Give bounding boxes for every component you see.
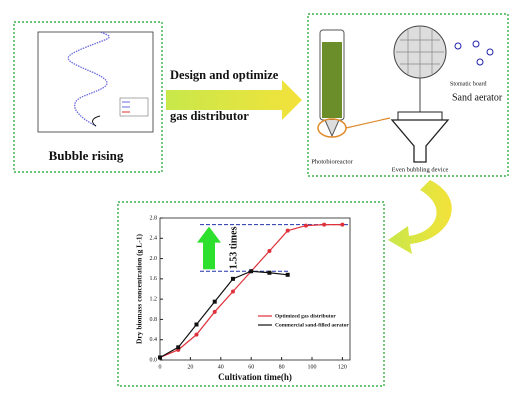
y-axis-label: Dry biomass concentration (g L-1) xyxy=(135,234,144,344)
y-tick-label: 0.0 xyxy=(150,357,158,363)
label: Photobioreactor xyxy=(311,158,353,165)
x-tick-label: 100 xyxy=(308,364,317,370)
data-point xyxy=(340,223,344,227)
y-tick-label: 0.8 xyxy=(150,317,158,323)
data-point xyxy=(249,269,253,273)
label: Stomatic board xyxy=(450,81,487,87)
data-point xyxy=(322,223,326,227)
data-point xyxy=(213,300,217,304)
y-tick-label: 0.4 xyxy=(150,337,158,343)
legend-label: Optimized gas distributor xyxy=(275,313,336,319)
graphical-abstract: Bubble rising Design and optimize gas di… xyxy=(0,0,520,408)
data-point xyxy=(231,290,235,294)
data-point xyxy=(213,310,217,314)
x-tick-label: 120 xyxy=(338,364,347,370)
arrow-label: Design and optimize xyxy=(170,68,279,82)
x-tick-label: 60 xyxy=(248,364,254,370)
data-point xyxy=(267,271,271,275)
label: Sand aerator xyxy=(452,92,503,103)
data-point xyxy=(194,323,198,327)
data-point xyxy=(194,333,198,337)
caption: Bubble rising xyxy=(49,148,124,163)
y-tick-label: 2.4 xyxy=(150,236,158,242)
annotation: 1.53 times xyxy=(228,226,239,269)
data-point xyxy=(286,229,290,233)
y-tick-label: 2.8 xyxy=(150,215,158,221)
y-tick-label: 1.2 xyxy=(150,297,158,303)
x-tick-label: 20 xyxy=(187,364,193,370)
label: Even bubbling device xyxy=(392,166,449,173)
curved-arrow xyxy=(388,180,452,254)
data-point xyxy=(176,345,180,349)
data-point xyxy=(267,249,271,253)
x-tick-label: 40 xyxy=(218,364,224,370)
data-point xyxy=(286,273,290,277)
data-point xyxy=(231,277,235,281)
y-tick-label: 1.6 xyxy=(150,276,158,282)
data-point xyxy=(158,355,162,359)
legend-label: Commercial sand-filled aerator xyxy=(275,322,349,328)
x-tick-label: 80 xyxy=(279,364,285,370)
x-tick-label: 0 xyxy=(159,364,162,370)
x-axis-label: Cultivation time(h) xyxy=(218,372,292,382)
y-tick-label: 2.0 xyxy=(150,256,158,262)
arrow-label: gas distributor xyxy=(170,109,249,123)
data-point xyxy=(304,224,308,228)
